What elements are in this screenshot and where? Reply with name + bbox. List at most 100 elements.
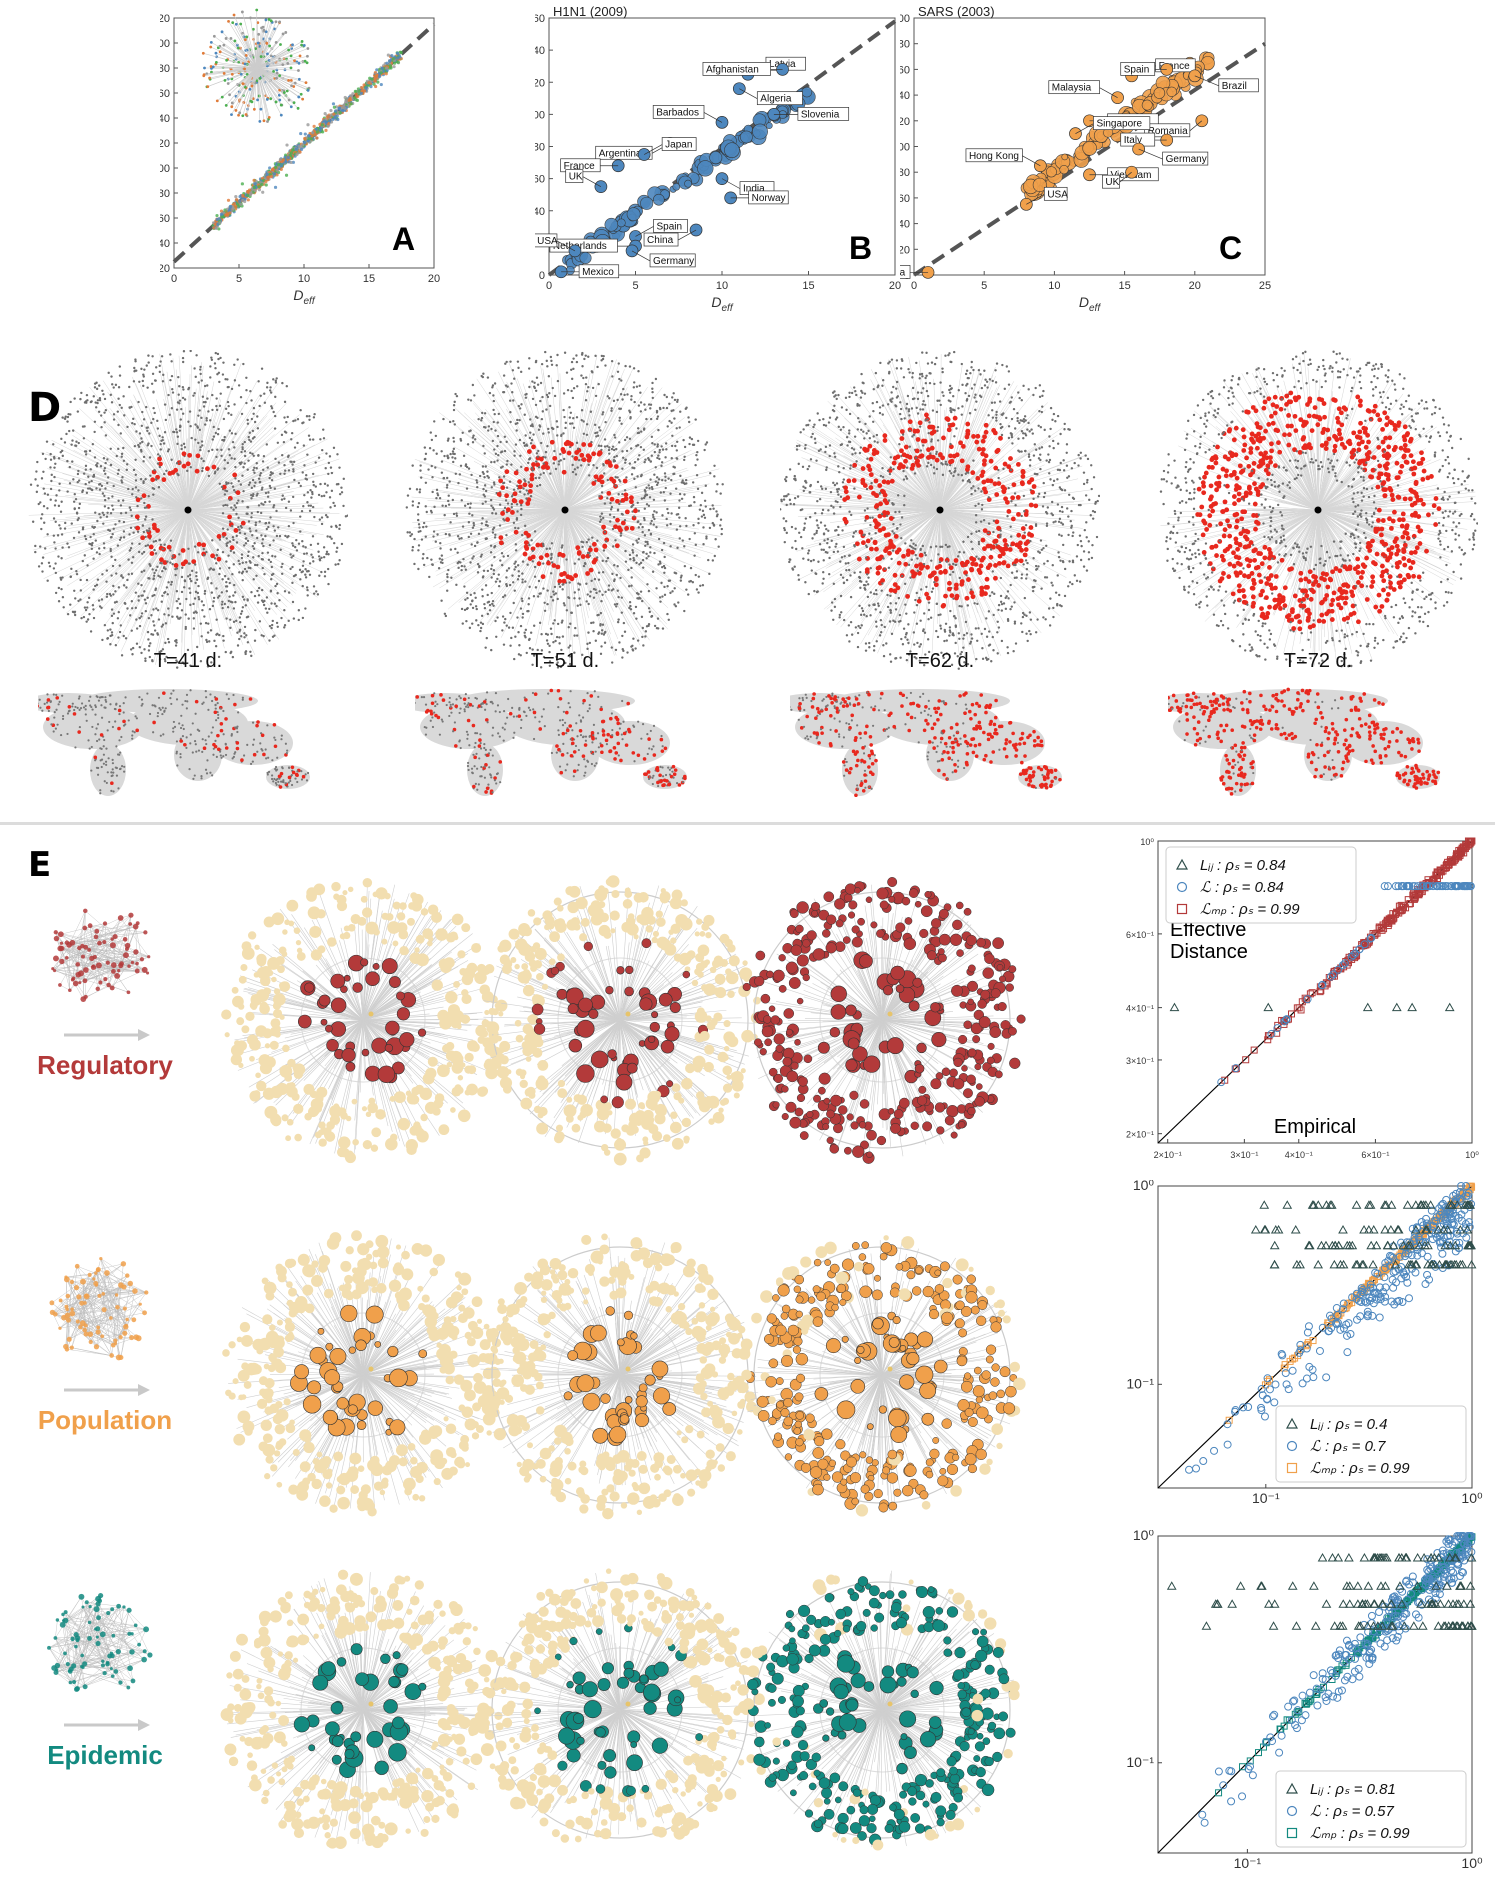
node xyxy=(220,454,223,458)
node xyxy=(224,489,227,492)
node xyxy=(618,641,621,644)
node xyxy=(41,556,45,559)
node xyxy=(660,445,663,448)
node xyxy=(636,501,639,505)
node xyxy=(247,459,250,462)
node xyxy=(424,452,428,456)
point-label-box xyxy=(649,253,696,268)
node xyxy=(494,580,498,583)
node xyxy=(267,525,270,529)
node xyxy=(76,480,79,484)
node xyxy=(264,607,268,610)
node xyxy=(112,386,115,389)
node xyxy=(220,448,223,452)
node xyxy=(322,546,326,549)
node xyxy=(669,591,672,595)
node xyxy=(553,394,557,398)
node xyxy=(476,485,479,489)
node xyxy=(481,622,485,626)
node xyxy=(135,618,138,621)
inset-node xyxy=(264,30,268,34)
node xyxy=(497,573,500,576)
labeled-point xyxy=(594,180,608,194)
node xyxy=(87,475,90,478)
city xyxy=(232,755,236,758)
city xyxy=(99,747,102,750)
node xyxy=(519,513,523,517)
node xyxy=(484,426,487,429)
node xyxy=(647,555,650,558)
infected-city xyxy=(252,752,257,757)
node xyxy=(621,634,624,638)
node xyxy=(304,568,307,571)
node xyxy=(206,384,209,387)
node xyxy=(194,590,198,594)
point-label-box xyxy=(1102,174,1120,189)
node xyxy=(101,638,104,642)
infected-node xyxy=(624,509,630,515)
node xyxy=(338,559,341,562)
node xyxy=(287,469,291,472)
node xyxy=(140,497,143,500)
node xyxy=(233,591,237,594)
node xyxy=(271,619,274,623)
node xyxy=(513,377,516,380)
node xyxy=(450,576,453,579)
label-leader xyxy=(703,112,723,123)
node xyxy=(539,666,543,669)
city xyxy=(90,745,93,749)
node xyxy=(678,537,681,540)
node xyxy=(697,575,701,578)
node xyxy=(653,443,656,446)
data-point xyxy=(260,183,264,187)
inset-node xyxy=(251,27,255,31)
city xyxy=(127,719,130,722)
node xyxy=(502,475,506,478)
city xyxy=(195,750,198,753)
node xyxy=(636,541,639,544)
y-tick-label: 40 xyxy=(160,238,170,250)
node xyxy=(460,499,463,502)
node xyxy=(574,626,577,630)
node xyxy=(143,648,146,651)
node xyxy=(57,600,61,603)
city xyxy=(135,717,138,720)
data-point xyxy=(299,131,303,136)
node xyxy=(114,644,118,647)
node xyxy=(185,597,188,601)
node xyxy=(207,449,210,453)
node xyxy=(249,493,253,497)
city xyxy=(179,737,182,740)
node xyxy=(137,550,141,554)
inset-node xyxy=(245,72,249,76)
node xyxy=(155,366,158,369)
inset-node xyxy=(297,61,301,65)
node xyxy=(95,406,98,409)
node xyxy=(505,440,508,444)
y-tick-label: 220 xyxy=(160,13,170,25)
node xyxy=(76,410,80,413)
node xyxy=(117,386,121,389)
node xyxy=(521,578,524,581)
infected-node xyxy=(613,524,618,530)
node xyxy=(115,454,118,458)
node xyxy=(120,452,124,456)
node xyxy=(639,523,642,526)
node xyxy=(265,596,269,599)
inset-node xyxy=(281,32,285,36)
node xyxy=(58,482,61,485)
node xyxy=(80,391,83,395)
node xyxy=(694,573,697,577)
node xyxy=(103,505,107,508)
node xyxy=(224,407,228,411)
node xyxy=(218,404,222,408)
city xyxy=(280,780,283,783)
node xyxy=(521,612,525,616)
infected-node xyxy=(615,517,620,523)
node xyxy=(336,546,339,550)
node xyxy=(548,392,551,395)
node xyxy=(200,457,203,460)
inset-node xyxy=(250,84,254,88)
node xyxy=(643,488,647,492)
node xyxy=(598,520,602,523)
